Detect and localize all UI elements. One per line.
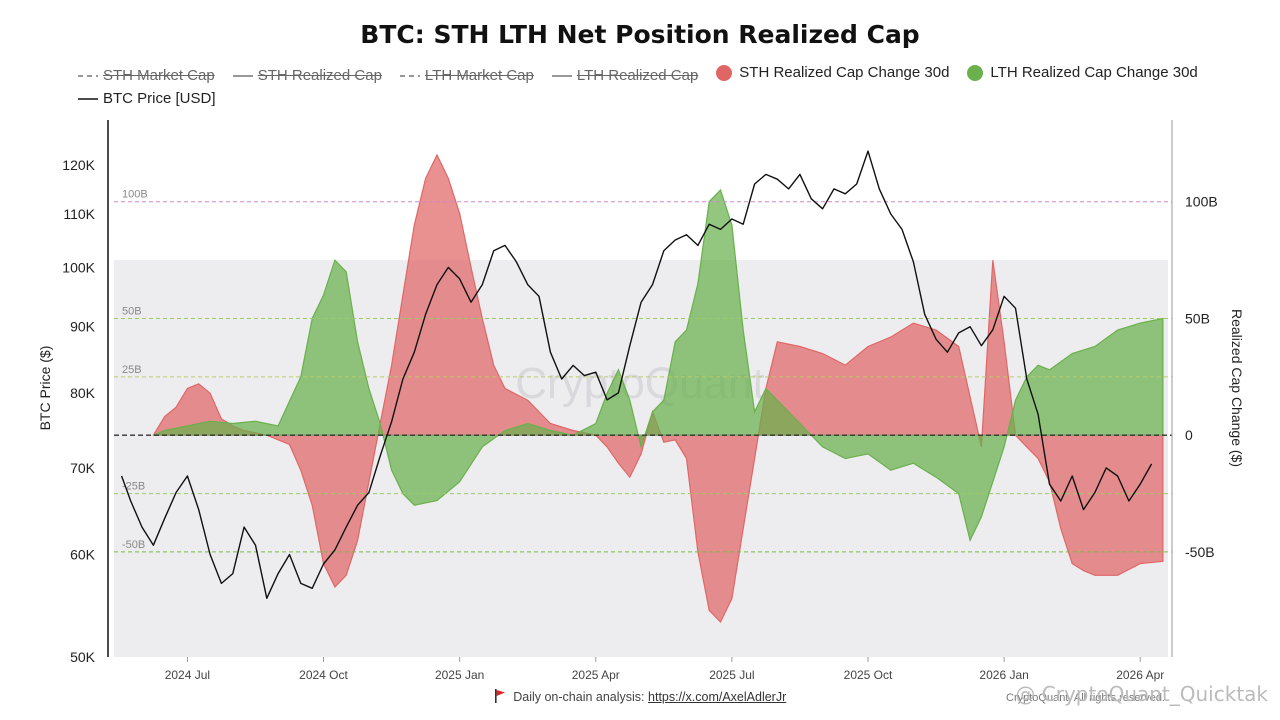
x-tick-5: 2025 Oct — [844, 668, 893, 682]
reference-label-0: 100B — [122, 189, 148, 201]
reference-label-5: -50B — [122, 539, 145, 551]
legend: STH Market Cap STH Realized Cap LTH Market… — [78, 62, 1238, 111]
legend-item-1[interactable]: STH Realized Cap — [232, 65, 382, 87]
chart-title: BTC: STH LTH Net Position Realized Cap — [360, 20, 920, 49]
flag-icon — [494, 689, 505, 703]
legend-swatch-5 — [967, 65, 984, 81]
legend-swatch-2 — [399, 75, 420, 77]
x-tick-3: 2025 Apr — [572, 668, 620, 682]
y-left-tick-2: 70K — [70, 460, 96, 476]
legend-label-2: LTH Market Cap — [424, 67, 534, 84]
y-right-tick-1: 0 — [1185, 427, 1193, 443]
y-left-tick-4: 90K — [70, 319, 96, 335]
legend-swatch-4 — [716, 65, 733, 81]
legend-label-0: STH Market Cap — [103, 67, 215, 84]
y-left-tick-5: 100K — [62, 259, 95, 275]
reference-label-2: 25B — [122, 364, 142, 376]
legend-item-0[interactable]: STH Market Cap — [78, 65, 215, 87]
x-tick-6: 2026 Jan — [979, 668, 1028, 682]
x-tick-2: 2025 Jan — [435, 668, 484, 682]
reference-label-4: -25B — [122, 481, 145, 493]
footer: Daily on-chain analysis: https://x.com/A… — [0, 689, 1280, 704]
copyright-text: CryptoQuant. All rights reserved. — [1006, 692, 1165, 704]
legend-label-1: STH Realized Cap — [257, 67, 382, 84]
legend-swatch-3 — [551, 75, 572, 77]
footer-link[interactable]: https://x.com/AxelAdlerJr — [648, 690, 787, 704]
y-right-axis-label: Realized Cap Change ($) — [1229, 309, 1245, 467]
watermark-bottom-right: @ CryptoQuant_Quicktak — [1015, 682, 1268, 706]
x-tick-1: 2024 Oct — [299, 668, 348, 682]
y-left-tick-6: 110K — [63, 206, 95, 222]
reference-label-1: 50B — [122, 305, 142, 317]
legend-swatch-1 — [232, 75, 253, 77]
legend-label-6: BTC Price [USD] — [103, 90, 216, 107]
x-tick-4: 2025 Jul — [709, 668, 754, 682]
line-series-btc-price — [120, 150, 1153, 599]
y-left-tick-0: 50K — [70, 649, 96, 665]
y-left-tick-3: 80K — [70, 385, 96, 401]
y-right-tick-3: 100B — [1185, 194, 1218, 210]
y-left-axis-label: BTC Price ($) — [37, 346, 53, 431]
x-tick-0: 2024 Jul — [165, 668, 210, 682]
shaded-band — [114, 260, 1168, 657]
legend-item-5[interactable]: LTH Realized Cap Change 30d — [967, 62, 1198, 84]
footer-text: Daily on-chain analysis: — [513, 690, 645, 704]
y-left-tick-7: 120K — [62, 157, 95, 173]
legend-label-3: LTH Realized Cap — [576, 67, 699, 84]
legend-swatch-0 — [78, 75, 98, 77]
y-left-tick-1: 60K — [70, 547, 96, 563]
legend-item-4[interactable]: STH Realized Cap Change 30d — [716, 62, 949, 84]
y-right-tick-2: 50B — [1185, 310, 1210, 326]
legend-label-4: STH Realized Cap Change 30d — [739, 64, 950, 81]
legend-item-6[interactable]: BTC Price [USD] — [78, 88, 216, 110]
legend-item-2[interactable]: LTH Market Cap — [399, 65, 534, 87]
x-tick-7: 2026 Apr — [1116, 668, 1164, 682]
area-series-1 — [153, 188, 1164, 543]
legend-item-3[interactable]: LTH Realized Cap — [551, 65, 699, 87]
legend-label-5: LTH Realized Cap Change 30d — [990, 64, 1198, 81]
y-right-tick-0: -50B — [1185, 544, 1215, 560]
legend-swatch-6 — [78, 98, 98, 100]
